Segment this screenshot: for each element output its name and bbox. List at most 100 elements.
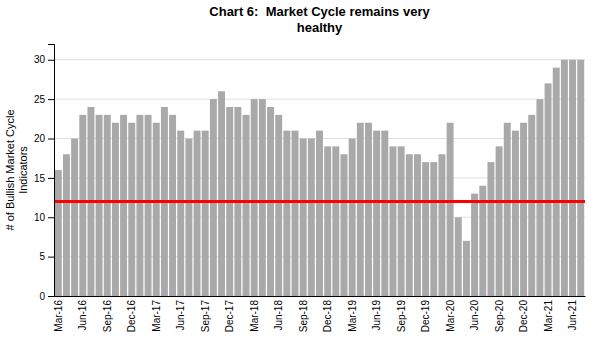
tick-label: Sep-17 <box>200 300 211 333</box>
tick: Sep-20 <box>494 296 505 332</box>
bar <box>528 115 535 296</box>
tick: Dec-19 <box>420 296 431 332</box>
reference-line <box>54 200 585 203</box>
tick: Mar-20 <box>445 296 456 332</box>
tick-label: Dec-18 <box>322 300 333 333</box>
tick: Dec-20 <box>518 296 529 332</box>
plot: 051015202530Mar-16Jun-16Sep-16Dec-16Mar-… <box>34 45 586 333</box>
bar <box>398 146 405 296</box>
bar <box>373 131 380 296</box>
bar <box>324 146 331 296</box>
x-axis: Mar-16Jun-16Sep-16Dec-16Mar-17Jun-17Sep-… <box>53 296 586 332</box>
bar <box>569 60 576 296</box>
tick-label: Sep-20 <box>494 300 505 333</box>
axis-line <box>55 296 586 297</box>
bar <box>536 99 543 296</box>
tick-label: Dec-17 <box>224 300 235 333</box>
bar <box>545 83 552 296</box>
tick: Jun-18 <box>273 296 284 331</box>
bar <box>463 241 470 296</box>
tick: 20 <box>34 133 54 144</box>
bar <box>96 115 103 296</box>
tick-label: 25 <box>34 94 46 105</box>
bar <box>422 162 429 296</box>
bar <box>487 162 494 296</box>
tick-label: Mar-19 <box>347 300 358 332</box>
bar <box>471 194 478 296</box>
y-axis-title-line: Indicators <box>17 146 29 194</box>
tick-label: Mar-16 <box>53 300 64 332</box>
tick-mark <box>48 99 54 100</box>
bar <box>243 115 250 296</box>
bar <box>447 123 454 296</box>
bar <box>104 115 111 296</box>
tick-label: 15 <box>34 173 46 184</box>
bar <box>365 123 372 296</box>
tick: 25 <box>34 94 54 105</box>
bar <box>300 139 307 297</box>
tick: Dec-17 <box>224 296 235 332</box>
tick-label: Jun-20 <box>469 300 480 331</box>
tick-label: Jun-19 <box>371 300 382 331</box>
tick-label: 20 <box>34 133 46 144</box>
bar <box>308 139 315 297</box>
bar <box>55 170 62 296</box>
bar <box>430 162 437 296</box>
tick-label: 10 <box>34 212 46 223</box>
bar <box>349 139 356 297</box>
bar <box>112 123 119 296</box>
y-axis-title-line: # of Bullish Market Cycle <box>4 109 16 230</box>
bar <box>357 123 364 296</box>
tick-label: Mar-18 <box>249 300 260 332</box>
bar <box>169 115 176 296</box>
bar <box>438 154 445 296</box>
bar <box>218 91 225 296</box>
tick: Mar-19 <box>347 296 358 332</box>
tick: Sep-19 <box>396 296 407 332</box>
tick-label: Mar-17 <box>151 300 162 332</box>
tick-label: Jun-21 <box>567 300 578 331</box>
tick: Jun-21 <box>567 296 578 331</box>
title-line: healthy <box>297 20 343 35</box>
tick: Mar-21 <box>543 296 554 332</box>
tick-mark <box>48 178 54 179</box>
bar <box>128 123 135 296</box>
tick-mark <box>48 60 54 61</box>
tick: Jun-16 <box>77 296 88 331</box>
tick: Sep-18 <box>298 296 309 332</box>
bar <box>251 99 258 296</box>
title-line: Chart 6: Market Cycle remains very <box>209 4 430 19</box>
tick: 10 <box>34 212 54 223</box>
bar <box>414 154 421 296</box>
bar <box>561 60 568 296</box>
tick: Mar-16 <box>53 296 64 332</box>
grid <box>54 60 585 296</box>
bar <box>210 99 217 296</box>
bar <box>520 123 527 296</box>
grid-line <box>54 59 585 60</box>
tick: Sep-16 <box>102 296 113 332</box>
tick-label: Dec-16 <box>126 300 137 333</box>
y-axis: 051015202530 <box>34 45 55 302</box>
tick-label: Dec-20 <box>518 300 529 333</box>
bar <box>504 123 511 296</box>
tick: Sep-17 <box>200 296 211 332</box>
bar <box>283 131 290 296</box>
marks <box>54 60 585 296</box>
bar <box>259 99 266 296</box>
tick: Jun-20 <box>469 296 480 331</box>
tick-mark <box>48 139 54 140</box>
bar <box>120 115 127 296</box>
tick-label: Mar-21 <box>543 300 554 332</box>
tick-mark <box>48 296 54 297</box>
tick-label: Sep-16 <box>102 300 113 333</box>
bar <box>136 115 143 296</box>
tick-label: 0 <box>39 291 45 302</box>
tick: Mar-17 <box>151 296 162 332</box>
bar <box>332 146 339 296</box>
bar <box>202 131 209 296</box>
bar <box>79 115 86 296</box>
bar <box>341 154 348 296</box>
tick-label: Jun-18 <box>273 300 284 331</box>
tick-label: Sep-19 <box>396 300 407 333</box>
